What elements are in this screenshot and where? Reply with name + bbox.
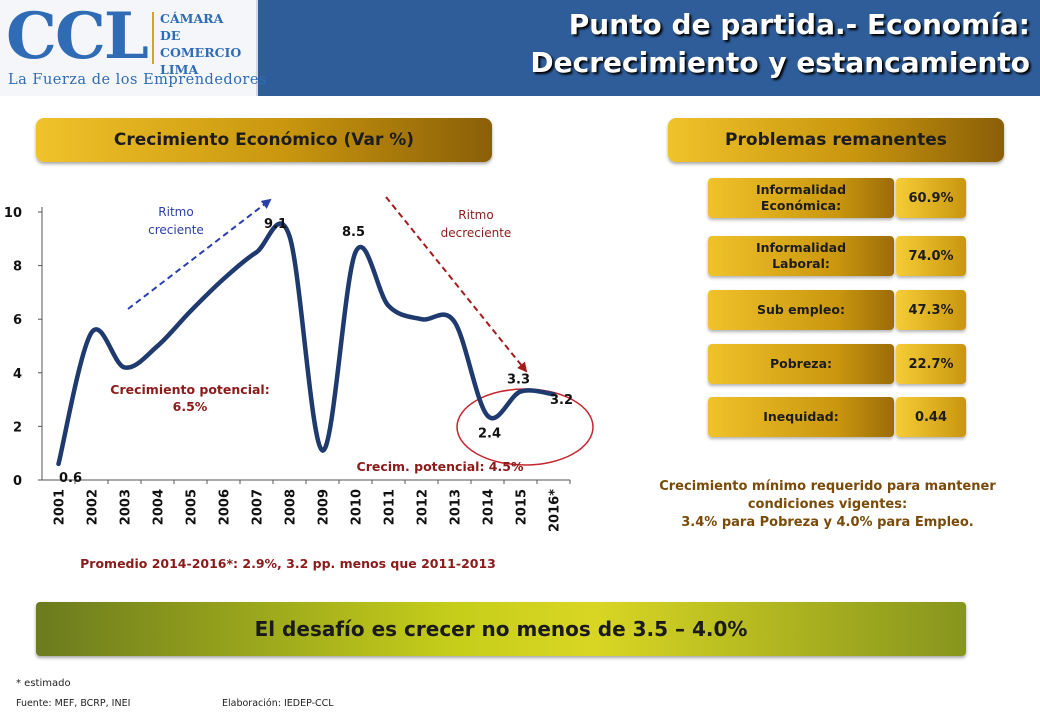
logo-org-line2: DE COMERCIO (160, 28, 242, 60)
x-tick-label: 2001 (53, 489, 68, 525)
y-tick-label: 6 (13, 313, 22, 328)
data-label: 2.4 (478, 427, 501, 442)
min-growth-line3: 3.4% para Pobreza y 4.0% para Empleo. (681, 515, 974, 530)
problem-label-line: Económica: (760, 198, 842, 213)
data-label: 0.6 (59, 471, 82, 486)
data-label: 3.2 (550, 393, 573, 408)
x-tick-label: 2014 (482, 489, 497, 525)
chart-axes: 0 2 4 6 8 10 2001 2002 2003 2004 2005 2006 2007 2008 2… (4, 206, 571, 532)
problem-label-line: Inequidad: (763, 409, 839, 424)
problem-value: 74.0% (896, 236, 966, 276)
x-tick-label: 2005 (185, 489, 200, 525)
x-tick-label: 2007 (251, 489, 266, 525)
ccl-logo: CCL CÁMARA DE COMERCIO LIMA La Fuerza de… (0, 0, 266, 96)
x-tick-label: 2009 (317, 489, 332, 525)
logo-org-name: CÁMARA DE COMERCIO LIMA (160, 10, 256, 78)
growth-line-chart: 0 2 4 6 8 10 2001 2002 2003 2004 2005 2006 2007 2008 2… (4, 196, 594, 571)
slide-title-line2: Decrecimiento y estancamiento (530, 46, 1030, 79)
logo-text: CCL (6, 0, 149, 74)
y-tick-label: 0 (13, 474, 22, 489)
y-tick-label: 2 (13, 420, 22, 435)
problem-label: Informalidad Económica: (708, 178, 894, 218)
x-tick-label: 2004 (152, 489, 167, 525)
y-tick-label: 10 (4, 206, 22, 221)
footnote: * estimado (16, 678, 71, 689)
problem-label-line: Informalidad (755, 240, 847, 255)
logo-divider (152, 12, 154, 64)
x-tick-label: 2003 (119, 489, 134, 525)
data-label: 3.3 (507, 373, 530, 388)
x-tick-label: 2008 (284, 489, 299, 525)
growth-series-line (56, 221, 556, 467)
problem-value: 0.44 (896, 397, 966, 437)
x-tick-label: 2011 (383, 489, 398, 525)
min-growth-line1: Crecimiento mínimo requerido para manten… (659, 479, 996, 494)
potential-growth-2: Crecim. potencial: 4.5% (357, 459, 524, 474)
data-label: 8.5 (342, 225, 365, 240)
problem-label-line: Pobreza: (769, 356, 833, 371)
problem-label-line: Sub empleo: (756, 302, 845, 317)
falling-trend-arrow (385, 196, 528, 373)
growth-series (56, 221, 556, 467)
y-tick-label: 4 (13, 367, 22, 382)
data-label: 9.1 (264, 217, 287, 232)
logo-tagline: La Fuerza de los Emprendedores (8, 72, 267, 88)
falling-annotation-line2: decreciente (441, 226, 512, 240)
x-tick-label: 2015 (515, 489, 530, 525)
problems-panel-title: Problemas remanentes (668, 118, 1004, 162)
x-tick-label: 2013 (449, 489, 464, 525)
source-note: Fuente: MEF, BCRP, INEI (16, 698, 131, 709)
min-growth-line2: condiciones vigentes: (747, 497, 908, 512)
logo-org-line3: LIMA (160, 62, 199, 77)
rising-annotation-line2: creciente (148, 223, 204, 237)
problem-value: 22.7% (896, 344, 966, 384)
slide-title-line1: Punto de partida.- Economía: (568, 8, 1030, 41)
problem-value: 60.9% (896, 178, 966, 218)
problem-label: Informalidad Laboral: (708, 236, 894, 276)
x-tick-label: 2006 (218, 489, 233, 525)
problem-label: Pobreza: (708, 344, 894, 384)
rising-trend-arrow (127, 198, 272, 310)
problem-label: Sub empleo: (708, 290, 894, 330)
x-tick-label: 2016* (548, 489, 563, 532)
rising-annotation-line1: Ritmo (158, 205, 193, 219)
problem-label-line: Laboral: (772, 256, 830, 271)
min-growth-note: Crecimiento mínimo requerido para manten… (630, 478, 1025, 532)
x-tick-label: 2002 (86, 489, 101, 525)
x-tick-label: 2012 (416, 489, 431, 525)
challenge-banner: El desafío es crecer no menos de 3.5 – 4… (36, 602, 966, 656)
average-growth-note: Promedio 2014-2016*: 2.9%, 3.2 pp. menos… (80, 556, 496, 571)
x-tick-label: 2010 (350, 489, 365, 525)
potential-growth-1-line1: Crecimiento potencial: (110, 382, 269, 397)
problem-label-line: Informalidad (755, 182, 847, 197)
problem-label: Inequidad: (708, 397, 894, 437)
problem-value: 47.3% (896, 290, 966, 330)
slide-header: CCL CÁMARA DE COMERCIO LIMA La Fuerza de… (0, 0, 1040, 96)
credits-note: Elaboración: IEDEP-CCL (222, 698, 334, 709)
growth-panel-title: Crecimiento Económico (Var %) (36, 118, 492, 162)
slide-title: Punto de partida.- Economía: Decrecimien… (530, 6, 1030, 82)
logo-org-line1: CÁMARA (160, 11, 224, 26)
y-tick-label: 8 (13, 260, 22, 275)
potential-growth-1-line2: 6.5% (173, 399, 208, 414)
chart-labels: 0.6 9.1 8.5 2.4 3.3 3.2 Ritmo creciente Ritmo dec… (59, 205, 573, 571)
falling-annotation-line1: Ritmo (458, 208, 493, 222)
